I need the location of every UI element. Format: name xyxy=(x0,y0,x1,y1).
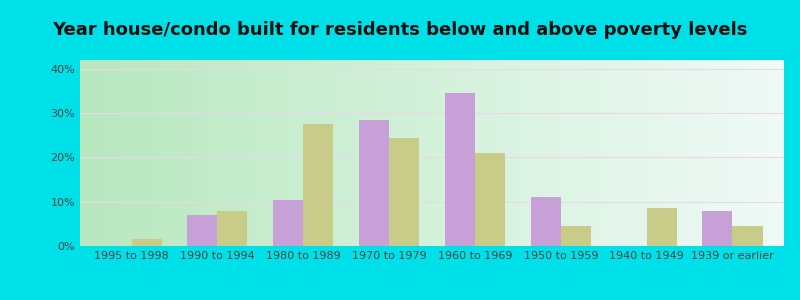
Bar xyxy=(218,211,247,246)
Bar xyxy=(702,211,733,246)
Bar xyxy=(733,226,762,246)
Bar xyxy=(646,208,677,246)
Bar xyxy=(273,200,303,246)
Bar xyxy=(389,137,419,246)
Bar xyxy=(359,120,389,246)
Bar xyxy=(561,226,591,246)
Bar xyxy=(445,93,475,246)
Text: Year house/condo built for residents below and above poverty levels: Year house/condo built for residents bel… xyxy=(52,21,748,39)
Bar xyxy=(187,215,218,246)
Bar xyxy=(475,153,505,246)
Bar xyxy=(303,124,334,246)
Bar xyxy=(530,197,561,246)
Bar xyxy=(131,239,162,246)
